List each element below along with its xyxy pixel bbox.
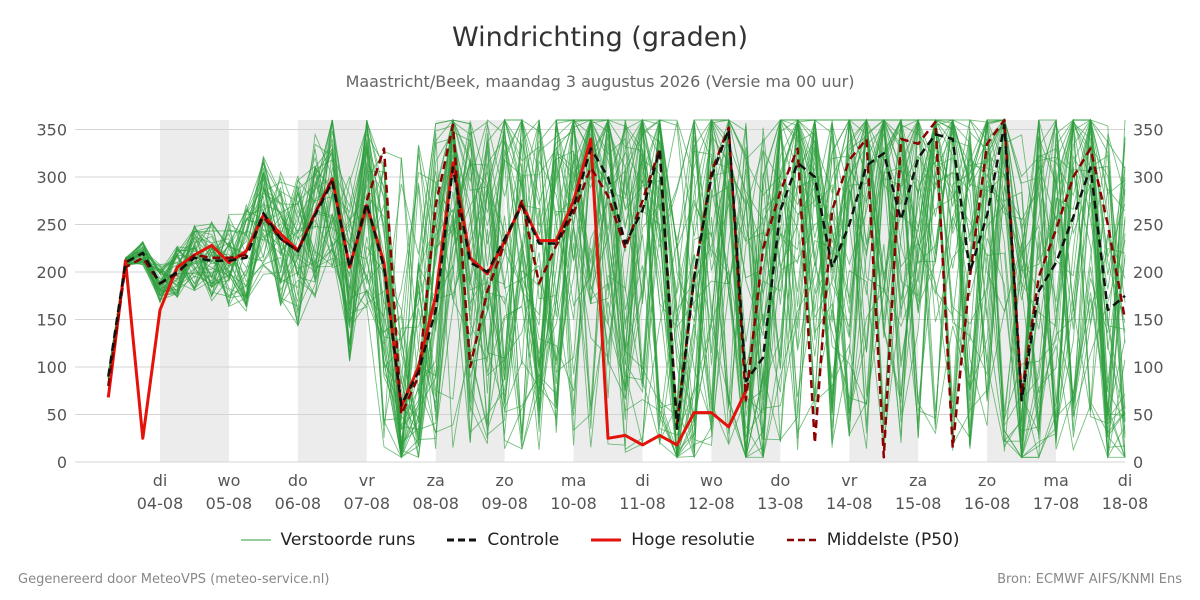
x-tick-day: di [1118, 471, 1133, 490]
y-tick-label-right: 150 [1133, 311, 1164, 330]
y-tick-label-right: 50 [1133, 406, 1153, 425]
x-tick-date: 14-08 [826, 494, 873, 513]
chart-title: Windrichting (graden) [451, 22, 749, 53]
y-tick-label: 100 [36, 358, 67, 377]
x-tick-day: do [770, 471, 790, 490]
legend-item-middelste[interactable]: Middelste (P50) [786, 530, 960, 550]
x-tick-day: di [635, 471, 650, 490]
x-tick-date: 07-08 [344, 494, 391, 513]
x-tick-day: di [153, 471, 168, 490]
x-tick-day: wo [217, 471, 240, 490]
x-tick-day: za [909, 471, 927, 490]
x-tick-date: 18-08 [1102, 494, 1149, 513]
x-tick-date: 17-08 [1033, 494, 1080, 513]
x-tick-date: 09-08 [481, 494, 528, 513]
x-tick-day: vr [359, 471, 375, 490]
y-tick-label-right: 0 [1133, 453, 1143, 472]
x-tick-day: wo [700, 471, 723, 490]
x-tick-day: zo [978, 471, 996, 490]
series-line-controle [107, 123, 1126, 431]
y-tick-label-right: 200 [1133, 263, 1164, 282]
legend-swatch-verstoorde-runs [240, 539, 271, 541]
ensemble-run [107, 119, 1126, 458]
legend-label: Hoge resolutie [631, 530, 755, 550]
ensemble-run [107, 118, 1126, 448]
ensemble-run [107, 119, 1126, 458]
y-tick-label: 200 [36, 263, 67, 282]
x-tick-date: 12-08 [688, 494, 735, 513]
legend: Verstoorde runs Controle Hoge resolutie … [0, 530, 1200, 550]
series-line-hoge-resolutie [106, 137, 748, 447]
ensemble-run [107, 118, 1126, 458]
x-tick-date: 11-08 [619, 494, 666, 513]
x-tick-date: 16-08 [964, 494, 1011, 513]
legend-item-hoge-resolutie[interactable]: Hoge resolutie [591, 530, 755, 550]
footer-credit: Gegenereerd door MeteoVPS (meteo-service… [18, 572, 330, 587]
x-tick-day: ma [1043, 471, 1068, 490]
legend-swatch-hoge-resolutie [591, 538, 622, 542]
y-tick-label: 350 [36, 121, 67, 140]
x-tick-day: za [427, 471, 445, 490]
x-tick-date: 10-08 [550, 494, 597, 513]
legend-item-verstoorde-runs[interactable]: Verstoorde runs [240, 530, 416, 550]
y-tick-label-right: 250 [1133, 216, 1164, 235]
y-tick-label: 50 [47, 406, 67, 425]
y-tick-label-right: 100 [1133, 358, 1164, 377]
legend-label: Verstoorde runs [280, 530, 416, 550]
x-tick-date: 04-08 [137, 494, 184, 513]
legend-label: Controle [487, 530, 560, 550]
x-tick-date: 13-08 [757, 494, 804, 513]
x-tick-day: zo [496, 471, 514, 490]
legend-swatch-controle [447, 538, 478, 542]
ensemble-run [107, 118, 1126, 454]
footer-source: Bron: ECMWF AIFS/KNMI Ens [997, 572, 1182, 587]
x-tick-date: 05-08 [206, 494, 253, 513]
y-tick-label-right: 300 [1133, 168, 1164, 187]
ensemble-run [107, 119, 1126, 447]
legend-swatch-middelste [786, 538, 817, 542]
x-tick-day: ma [561, 471, 586, 490]
x-tick-day: do [288, 471, 308, 490]
x-tick-date: 08-08 [412, 494, 459, 513]
y-tick-label: 150 [36, 311, 67, 330]
legend-label: Middelste (P50) [826, 530, 960, 550]
y-tick-label: 300 [36, 168, 67, 187]
ensemble-run [107, 118, 1126, 459]
x-tick-date: 15-08 [895, 494, 942, 513]
y-tick-label-right: 350 [1133, 121, 1164, 140]
x-tick-date: 06-08 [275, 494, 322, 513]
chart-subtitle: Maastricht/Beek, maandag 3 augustus 2026… [345, 72, 855, 91]
y-tick-label: 250 [36, 216, 67, 235]
legend-item-controle[interactable]: Controle [447, 530, 559, 550]
x-tick-day: vr [841, 471, 857, 490]
y-tick-label: 0 [57, 453, 67, 472]
